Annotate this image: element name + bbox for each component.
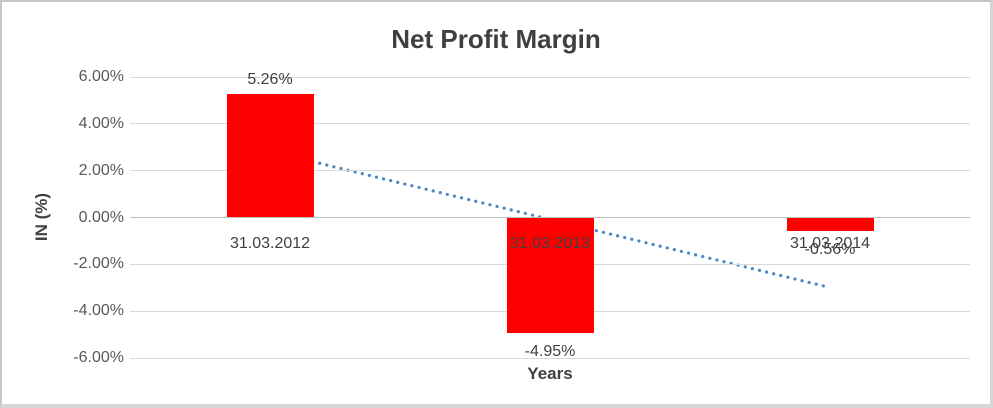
y-tick-label: 6.00% — [78, 68, 124, 85]
y-tick-label: 4.00% — [78, 114, 124, 132]
category-label: 31.03.2014 — [789, 234, 871, 252]
category-label: 31.03.2012 — [229, 234, 311, 252]
gridline — [130, 170, 970, 172]
plot-area — [130, 76, 970, 359]
y-tick-label: 0.00% — [78, 208, 124, 226]
gridline — [130, 76, 970, 78]
data-label: -0.56% — [804, 240, 856, 258]
y-tick-label: -4.00% — [73, 302, 124, 320]
y-tick-label: -6.00% — [73, 349, 124, 366]
bar-31.03.2013 — [506, 217, 594, 334]
gridline — [130, 357, 970, 359]
data-label: 5.26% — [247, 71, 293, 89]
data-label: -4.95% — [524, 343, 576, 361]
category-label: 31.03.2013 — [509, 234, 591, 252]
y-tick-label: -2.00% — [73, 255, 124, 273]
y-tick-label: 2.00% — [78, 161, 124, 179]
bar-31.03.2014 — [786, 217, 874, 231]
x-axis-title: Years — [527, 364, 573, 383]
gridline — [130, 123, 970, 125]
chart-title: Net Profit Margin — [391, 24, 601, 54]
bar-31.03.2012 — [226, 94, 314, 218]
